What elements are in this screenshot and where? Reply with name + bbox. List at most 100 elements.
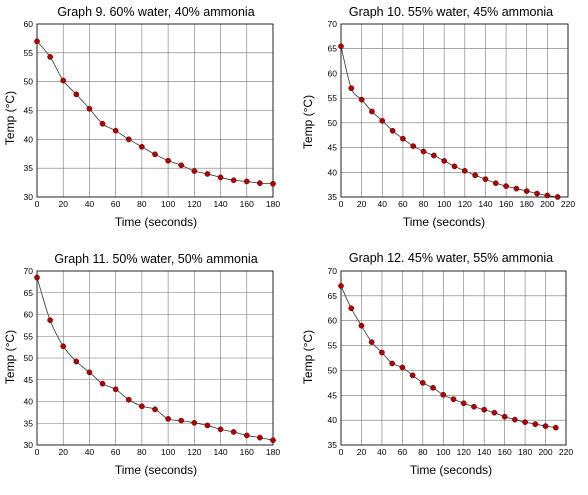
graph-11-data-point	[230, 429, 237, 435]
graph-10-y-tick-label: 40	[328, 167, 338, 177]
graph-12-data-point	[532, 421, 539, 427]
graph-10-data-point	[472, 172, 478, 179]
graph-11-data-point	[204, 422, 211, 429]
graph-10-x-tick-label: 80	[419, 199, 429, 209]
graph-11-y-tick-label: 60	[24, 310, 34, 320]
graph-9-x-tick-label: 20	[58, 199, 68, 209]
graph-12-data-point	[389, 360, 395, 367]
graph-10-data-point	[492, 180, 499, 187]
graph-9-x-tick-label: 40	[85, 199, 95, 209]
graph-10-panel: Graph 10. 55% water, 45% ammonia Time (s…	[301, 5, 575, 229]
graph-11-y-tick-label: 40	[24, 397, 34, 407]
graph-12-data-point	[491, 409, 498, 416]
graph-12-data-point	[512, 416, 518, 423]
graph-12-x-tick-label: 40	[377, 447, 387, 457]
graph-12-y-tick-label: 45	[328, 390, 338, 400]
graph-12-data-point	[368, 339, 375, 345]
graph-12-data-point	[501, 413, 508, 420]
graph-9-data-point	[230, 177, 237, 184]
graph-9-x-tick-label: 120	[187, 199, 201, 209]
graph-12-y-tick-label: 35	[328, 440, 338, 450]
graph-12-x-tick-label: 180	[518, 447, 532, 457]
graph-12-data-point	[338, 283, 344, 289]
graph-9-x-tick-label: 140	[213, 199, 227, 209]
graph-10-y-tick-label: 65	[328, 44, 338, 54]
graph-11-data-point	[86, 369, 93, 376]
graph-9-data-point	[99, 120, 106, 127]
graph-10-data-point	[338, 43, 344, 50]
graph-10-data-point	[544, 192, 551, 199]
graph-9-y-tick-label: 55	[24, 48, 34, 58]
graph-10-data-point	[358, 96, 365, 103]
graph-10-y-tick-label: 70	[328, 19, 338, 29]
graph-11-data-point	[217, 426, 224, 433]
graph-11-panel: Graph 11. 50% water, 50% ammonia Time (s…	[3, 252, 280, 477]
graph-12-x-tick-label: 120	[457, 447, 471, 457]
graph-12-title: Graph 12. 45% water, 55% ammonia	[349, 251, 553, 265]
graph-10-data-point	[389, 127, 396, 134]
graph-10-data-point	[410, 143, 417, 149]
graph-12-data-point	[471, 403, 477, 410]
graph-11-data-point	[257, 434, 263, 441]
graph-9-data-point	[178, 162, 185, 169]
graph-10-x-tick-label: 100	[437, 199, 451, 209]
graph-9-y-tick-label: 30	[24, 192, 34, 202]
graph-12-data-point	[481, 406, 488, 413]
graph-9-y-tick-label: 45	[24, 106, 34, 116]
graph-11-y-tick-label: 30	[24, 440, 34, 450]
graph-9-x-tick-label: 80	[137, 199, 147, 209]
graph-12-data-point	[522, 419, 528, 425]
graph-12-y-tick-label: 50	[328, 365, 338, 375]
graph-9-y-tick-label: 35	[24, 163, 34, 173]
graph-9-ylabel: Temp (°C)	[3, 91, 17, 145]
graph-10-xlabel: Time (seconds)	[403, 215, 485, 229]
graph-11-data-point	[152, 406, 158, 413]
graph-11-xlabel: Time (seconds)	[115, 463, 197, 477]
graph-9-data-point	[257, 180, 263, 187]
graph-9-y-tick-label: 50	[24, 77, 34, 87]
graph-9-xlabel: Time (seconds)	[115, 215, 197, 229]
graph-10-data-point	[534, 190, 540, 197]
graph-11-y-tick-label: 55	[24, 331, 34, 341]
graph-12-data-point	[440, 391, 447, 398]
graph-12-x-tick-label: 160	[498, 447, 512, 457]
graph-11-x-tick-label: 40	[85, 447, 95, 457]
graph-10-data-point	[441, 158, 448, 164]
graph-12-panel: Graph 12. 45% water, 55% ammonia Time (s…	[301, 251, 573, 477]
graph-12-y-tick-label: 55	[328, 341, 338, 351]
graph-11-data-point	[34, 274, 40, 281]
graph-12-curve	[340, 285, 556, 428]
graph-11-data-point	[191, 419, 198, 426]
graph-9-data-point	[139, 143, 145, 150]
graph-11-x-tick-label: 100	[161, 447, 175, 457]
graph-12-y-tick-label: 60	[328, 316, 338, 326]
graph-10-x-tick-label: 140	[478, 199, 492, 209]
graph-10-x-tick-label: 120	[458, 199, 472, 209]
graph-10-data-point	[513, 185, 520, 192]
graph-9-panel: Graph 9. 60% water, 40% ammonia Time (se…	[3, 5, 280, 229]
graph-12-x-tick-label: 60	[398, 447, 408, 457]
graph-10-x-tick-label: 20	[357, 199, 367, 209]
graph-11-x-tick-label: 180	[266, 447, 280, 457]
graph-10-data-point	[369, 108, 375, 115]
graph-9-title: Graph 9. 60% water, 40% ammonia	[57, 5, 254, 19]
graph-12-x-tick-label: 220	[559, 447, 573, 457]
graph-10-plot-frame	[340, 23, 569, 198]
graph-9-x-tick-label: 160	[240, 199, 254, 209]
graph-11-title: Graph 11. 50% water, 50% ammonia	[54, 252, 257, 266]
graph-9-data-point	[165, 157, 171, 164]
graph-11-x-tick-label: 80	[137, 447, 147, 457]
graph-11-y-tick-label: 50	[24, 353, 34, 363]
graph-9-data-point	[60, 77, 67, 84]
graph-9-data-point	[112, 127, 119, 134]
graph-9-y-tick-label: 60	[24, 19, 34, 29]
graph-10-data-point	[348, 85, 355, 92]
graph-12-data-point	[419, 380, 426, 386]
graph-11-data-point	[60, 343, 67, 350]
graph-10-data-point	[420, 148, 427, 155]
graph-9-x-tick-label: 60	[111, 199, 121, 209]
graph-10-x-tick-label: 40	[378, 199, 388, 209]
graph-9-data-point	[47, 54, 53, 60]
graph-11-data-point	[47, 317, 53, 324]
